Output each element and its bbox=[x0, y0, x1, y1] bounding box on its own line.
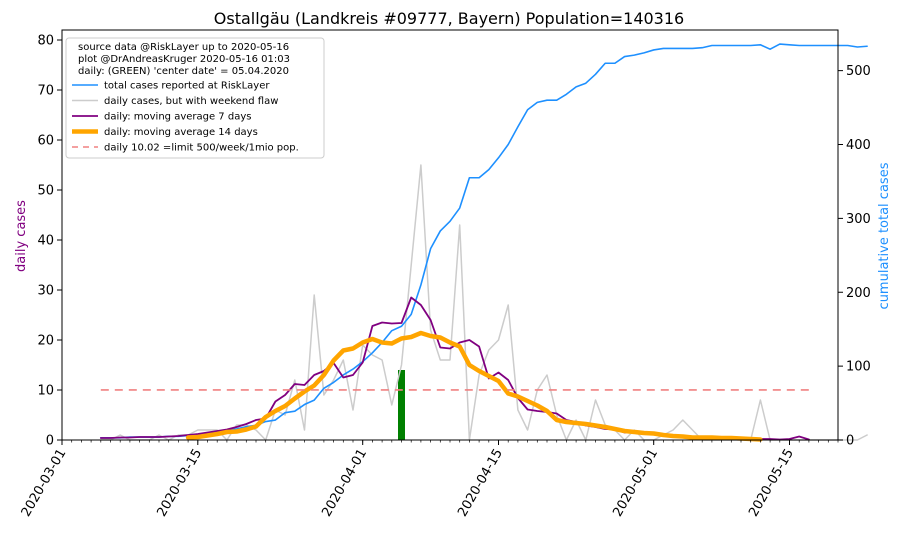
y-left-tick-label: 70 bbox=[37, 84, 54, 99]
chart-title: Ostallgäu (Landkreis #09777, Bayern) Pop… bbox=[214, 9, 684, 28]
legend-box bbox=[65, 37, 325, 159]
legend-label-3: daily: moving average 14 days bbox=[104, 127, 258, 138]
y-left-tick-label: 40 bbox=[37, 234, 54, 249]
y-left-tick-label: 20 bbox=[37, 334, 54, 349]
y-right-tick-label: 0 bbox=[846, 434, 854, 449]
y-left-tick-label: 30 bbox=[37, 284, 54, 299]
y-axis-right-label: cumulative total cases bbox=[877, 162, 892, 309]
y-left-tick-label: 60 bbox=[37, 134, 54, 149]
y-right-tick-label: 200 bbox=[846, 286, 871, 301]
x-tick-label: 2020-04-01 bbox=[319, 447, 370, 520]
y-left-tick-label: 10 bbox=[37, 384, 54, 399]
legend: source data @RiskLayer up to 2020-05-16 … bbox=[65, 37, 325, 159]
legend-label-4: daily 10.02 =limit 500/week/1mio pop. bbox=[104, 143, 299, 154]
x-tick-label: 2020-03-01 bbox=[19, 447, 70, 520]
y-right-tick-label: 500 bbox=[846, 64, 871, 79]
legend-label-2: daily: moving average 7 days bbox=[104, 112, 251, 123]
legend-label-1: daily cases, but with weekend flaw bbox=[104, 96, 278, 107]
x-tick-label: 2020-04-15 bbox=[455, 447, 506, 520]
y-right-tick-label: 300 bbox=[846, 212, 871, 227]
y-left-tick-label: 0 bbox=[46, 434, 54, 449]
x-tick-label: 2020-05-15 bbox=[746, 447, 797, 520]
x-tick-label: 2020-03-15 bbox=[154, 447, 205, 520]
y-left-tick-label: 50 bbox=[37, 184, 54, 199]
legend-header-line-2: plot @DrAndreasKruger 2020-05-16 01:03 bbox=[78, 54, 290, 65]
x-tick-label: 2020-05-01 bbox=[610, 447, 661, 520]
y-right-tick-label: 100 bbox=[846, 360, 871, 375]
legend-entries: total cases reported at RiskLayer daily c… bbox=[72, 81, 299, 154]
center-date-bar bbox=[398, 370, 405, 440]
y-axis-left-label: daily cases bbox=[14, 200, 29, 272]
legend-header-line-3: daily: (GREEN) 'center date' = 05.04.202… bbox=[78, 66, 289, 77]
y-right-tick-label: 400 bbox=[846, 138, 871, 153]
legend-label-0: total cases reported at RiskLayer bbox=[104, 81, 270, 92]
series-line-3 bbox=[185, 330, 763, 442]
legend-header-line-1: source data @RiskLayer up to 2020-05-16 bbox=[78, 42, 289, 53]
y-left-tick-label: 80 bbox=[37, 34, 54, 49]
